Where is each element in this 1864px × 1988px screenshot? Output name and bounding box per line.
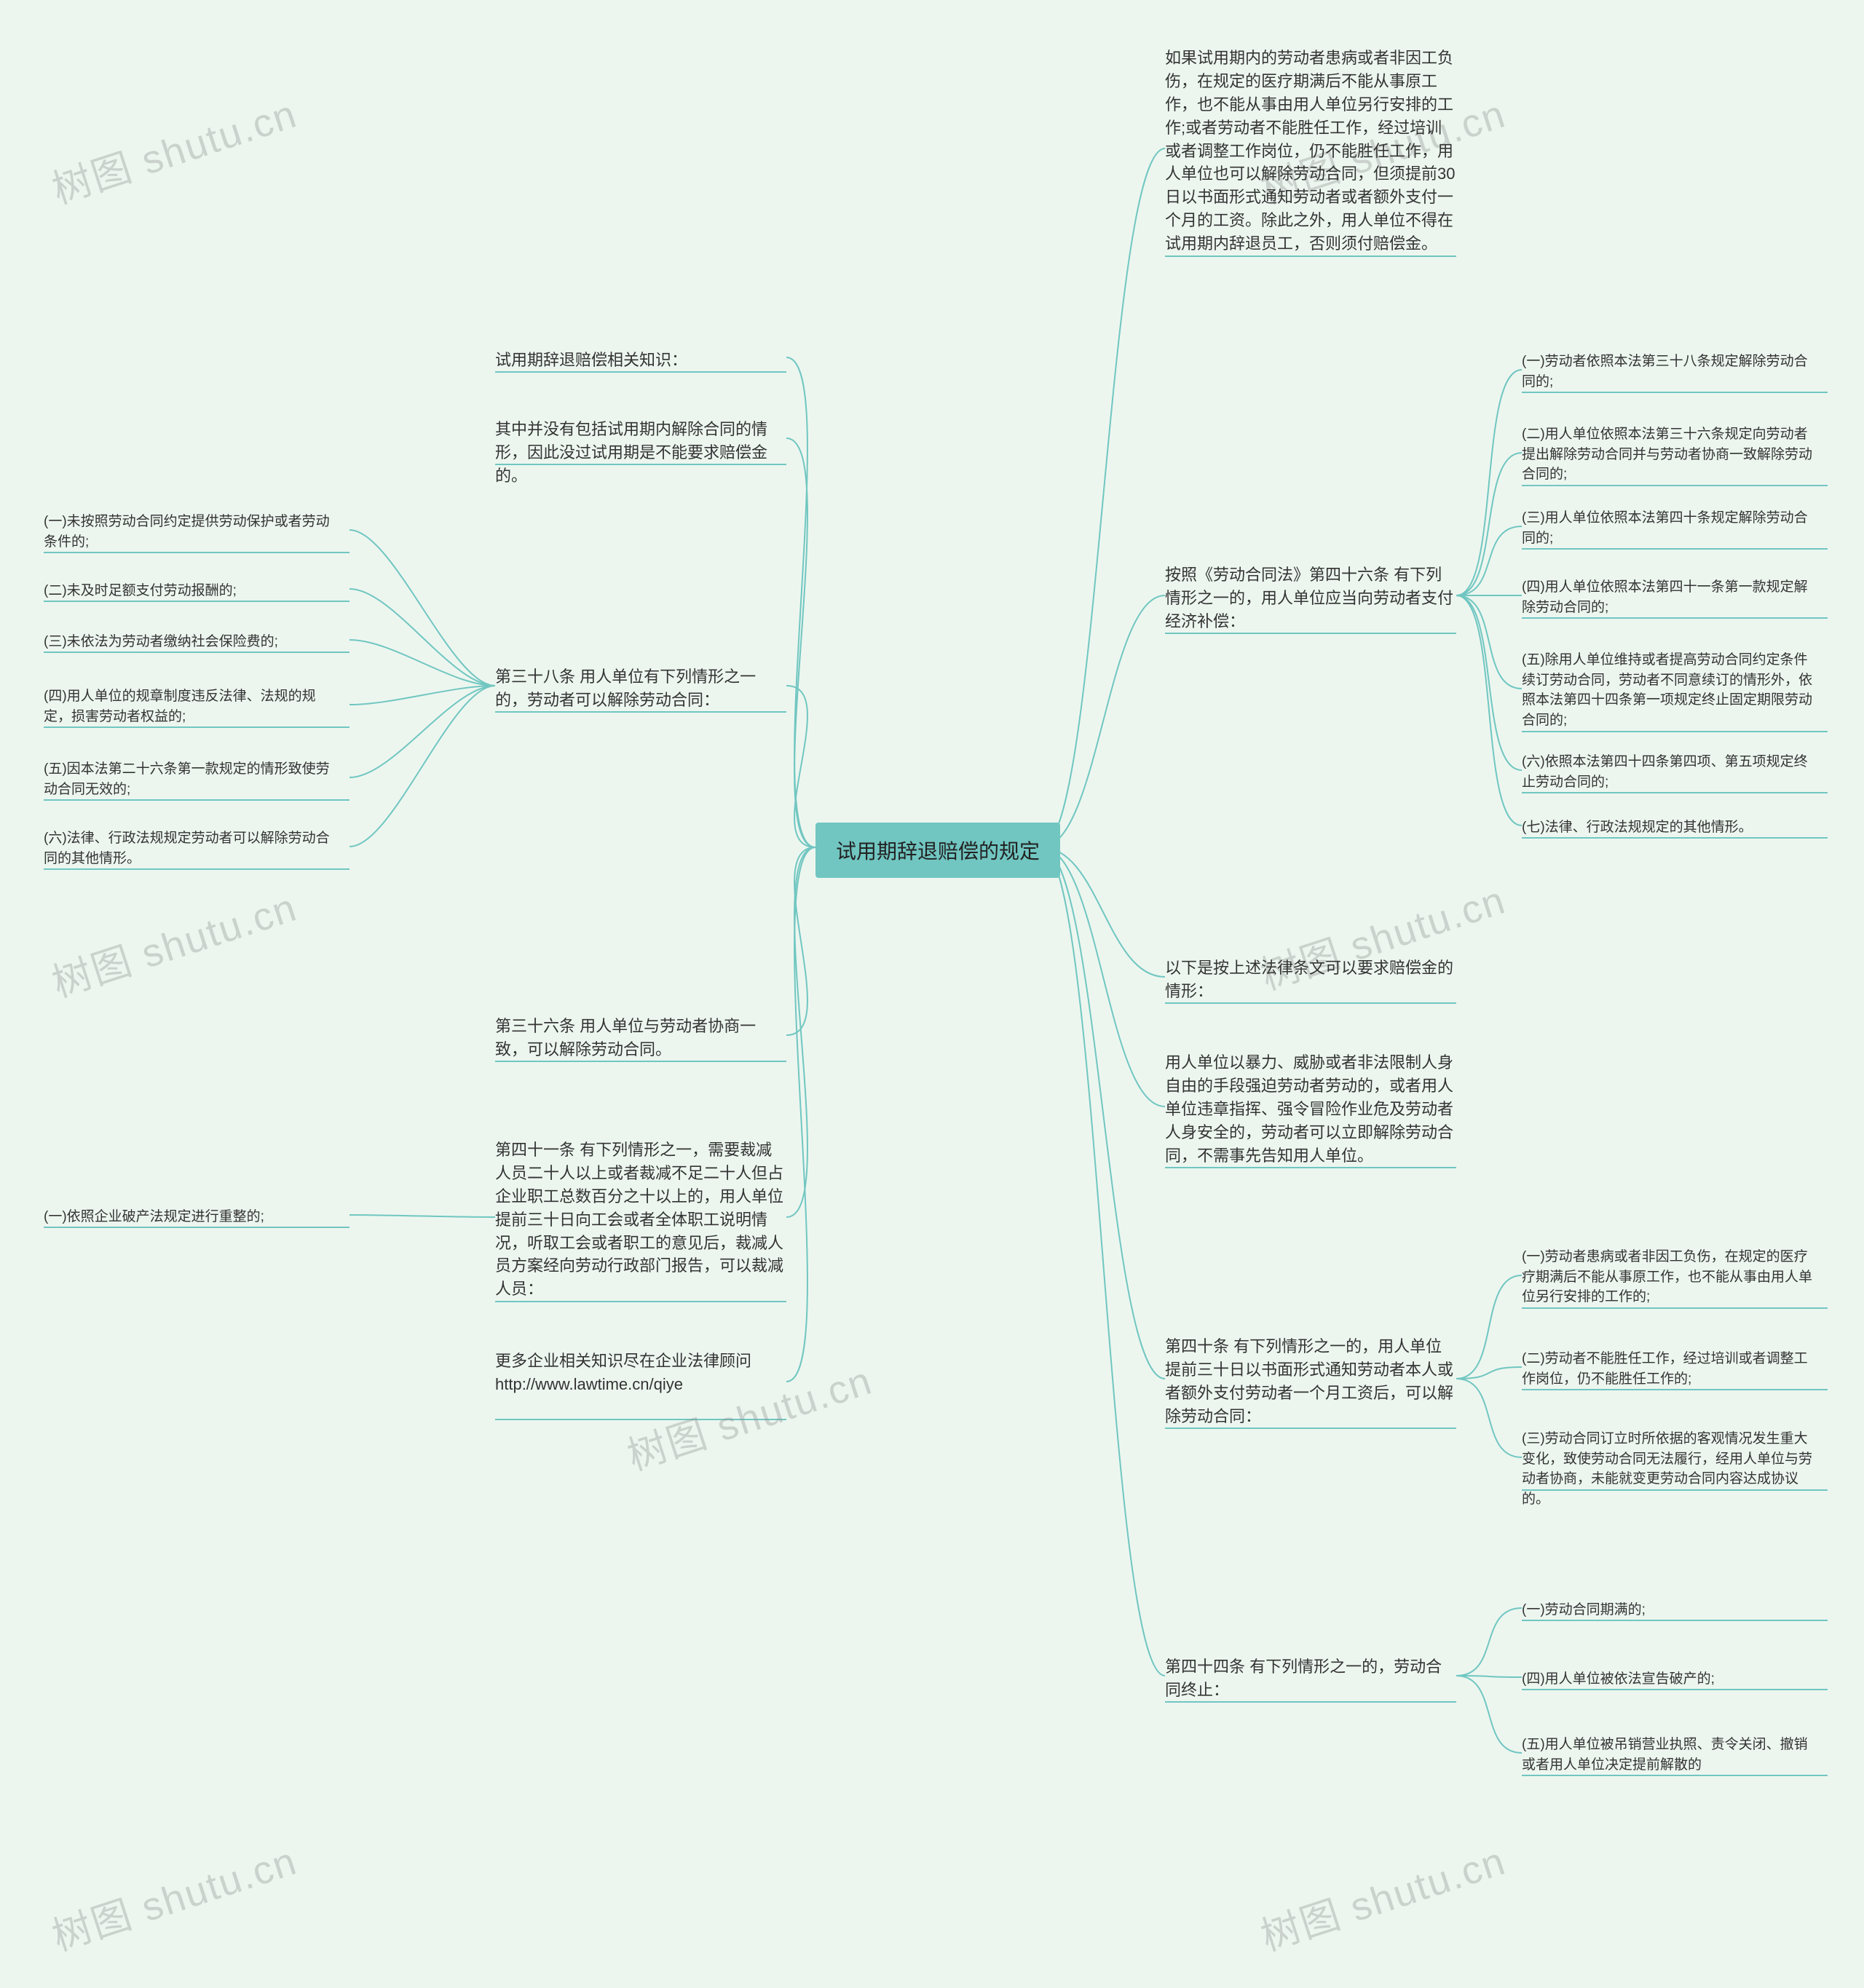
branch-node-left: 其中并没有包括试用期内解除合同的情形，因此没过试用期是不能要求赔偿金的。: [495, 415, 786, 491]
leaf-node-right: (六)依照本法第四十四条第四项、第五项规定终止劳动合同的;: [1522, 750, 1820, 794]
branch-node-left: 第三十六条 用人单位与劳动者协商一致，可以解除劳动合同。: [495, 1012, 786, 1064]
leaf-node-left: (四)用人单位的规章制度违反法律、法规的规定，损害劳动者权益的;: [44, 684, 342, 729]
branch-node-right: 如果试用期内的劳动者患病或者非因工负伤，在规定的医疗期满后不能从事原工作，也不能…: [1165, 44, 1456, 258]
branch-node-right: 第四十四条 有下列情形之一的，劳动合同终止：: [1165, 1652, 1456, 1705]
leaf-node-right: (一)劳动合同期满的;: [1522, 1598, 1820, 1623]
leaf-node-left: (六)法律、行政法规规定劳动者可以解除劳动合同的其他情形。: [44, 826, 342, 871]
leaf-node-right: (三)用人单位依照本法第四十条规定解除劳动合同的;: [1522, 506, 1820, 550]
leaf-node-left: (一)未按照劳动合同约定提供劳动保护或者劳动条件的;: [44, 510, 342, 554]
leaf-node-right: (四)用人单位依照本法第四十一条第一款规定解除劳动合同的;: [1522, 575, 1820, 619]
leaf-node-right: (二)劳动者不能胜任工作，经过培训或者调整工作岗位，仍不能胜任工作的;: [1522, 1347, 1820, 1391]
leaf-node-right: (五)用人单位被吊销营业执照、责令关闭、撤销或者用人单位决定提前解散的: [1522, 1732, 1820, 1777]
leaf-node-right: (三)劳动合同订立时所依据的客观情况发生重大变化，致使劳动合同无法履行，经用人单…: [1522, 1427, 1820, 1511]
leaf-node-right: (五)除用人单位维持或者提高劳动合同约定条件续订劳动合同，劳动者不同意续订的情形…: [1522, 648, 1820, 732]
watermark: 树图 shutu.cn: [1252, 1829, 1512, 1962]
branch-node-left: 试用期辞退赔偿相关知识：: [495, 346, 786, 375]
branch-node-right: 按照《劳动合同法》第四十六条 有下列情形之一的，用人单位应当向劳动者支付经济补偿…: [1165, 561, 1456, 636]
leaf-node-right: (四)用人单位被依法宣告破产的;: [1522, 1667, 1820, 1692]
leaf-node-right: (一)劳动者依照本法第三十八条规定解除劳动合同的;: [1522, 349, 1820, 394]
leaf-node-right: (七)法律、行政法规规定的其他情形。: [1522, 815, 1820, 840]
watermark: 树图 shutu.cn: [44, 1829, 303, 1962]
watermark: 树图 shutu.cn: [44, 82, 303, 215]
leaf-node-right: (二)用人单位依照本法第三十六条规定向劳动者提出解除劳动合同并与劳动者协商一致解…: [1522, 422, 1820, 487]
branch-node-right: 第四十条 有下列情形之一的，用人单位提前三十日以书面形式通知劳动者本人或者额外支…: [1165, 1332, 1456, 1431]
branch-node-left: 第三十八条 用人单位有下列情形之一的，劳动者可以解除劳动合同：: [495, 662, 786, 715]
watermark: 树图 shutu.cn: [44, 875, 303, 1008]
branch-node-right: 以下是按上述法律条文可以要求赔偿金的情形：: [1165, 954, 1456, 1006]
branch-node-left: 更多企业相关知识尽在企业法律顾问http://www.lawtime.cn/qi…: [495, 1347, 786, 1399]
leaf-node-left: (一)依照企业破产法规定进行重整的;: [44, 1205, 342, 1229]
leaf-node-left: (三)未依法为劳动者缴纳社会保险费的;: [44, 630, 342, 654]
branch-node-left: 第四十一条 有下列情形之一，需要裁减人员二十人以上或者裁减不足二十人但占企业职工…: [495, 1136, 786, 1304]
leaf-node-left: (二)未及时足额支付劳动报酬的;: [44, 579, 342, 603]
leaf-node-right: (一)劳动者患病或者非因工负伤，在规定的医疗疗期满后不能从事原工作，也不能从事由…: [1522, 1245, 1820, 1310]
leaf-node-left: (五)因本法第二十六条第一款规定的情形致使劳动合同无效的;: [44, 757, 342, 801]
root-label: 试用期辞退赔偿的规定: [836, 840, 1040, 863]
root-node: 试用期辞退赔偿的规定: [816, 823, 1060, 878]
branch-node-right: 用人单位以暴力、威胁或者非法限制人身自由的手段强迫劳动者劳动的，或者用人单位违章…: [1165, 1048, 1456, 1170]
